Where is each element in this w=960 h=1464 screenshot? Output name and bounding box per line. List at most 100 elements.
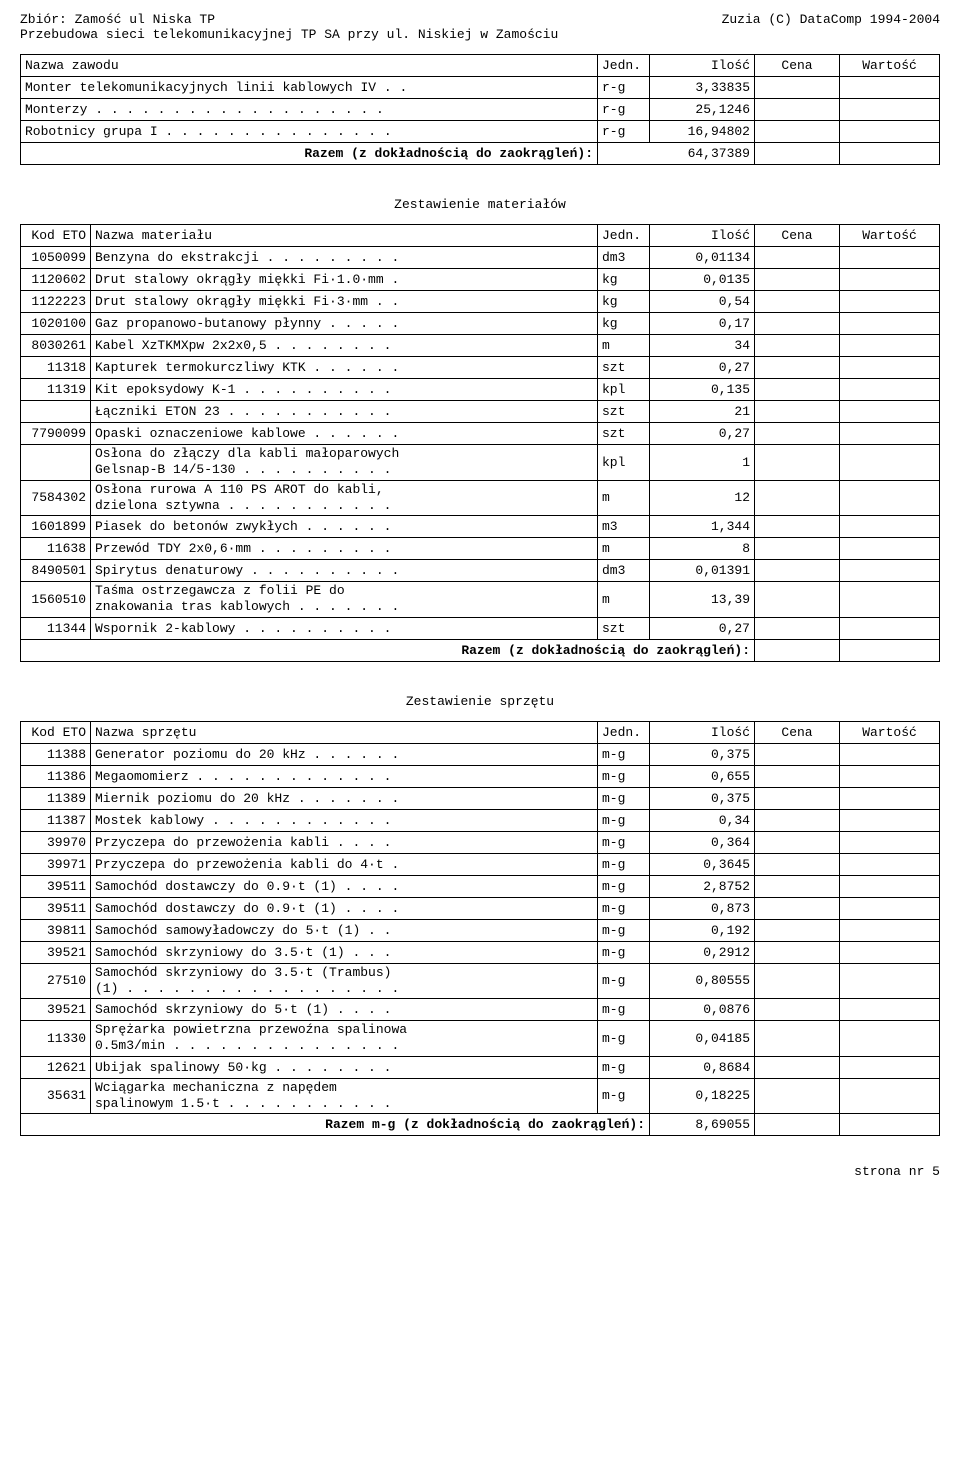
cell-unit: m-g [598,1056,650,1078]
cell-val [840,560,940,582]
cell-price [755,875,840,897]
cell-val [840,269,940,291]
cell-name: Robotnicy grupa I . . . . . . . . . . . … [21,121,598,143]
cell-price [755,335,840,357]
sum-label: Razem (z dokładnością do zaokrągleń): [21,143,598,165]
cell-price [755,77,840,99]
cell-qty: 0,04185 [650,1021,755,1057]
cell-price [755,480,840,516]
cell-name: Opaski oznaczeniowe kablowe . . . . . . [91,423,598,445]
cell-val [840,247,940,269]
cell-price [755,919,840,941]
cell-qty: 12 [650,480,755,516]
cell-val [840,480,940,516]
cell-price [755,269,840,291]
cell-code: 35631 [21,1078,91,1114]
table-header-row: Kod ETO Nazwa sprzętu Jedn. Ilość Cena W… [21,721,940,743]
cell-qty: 0,34 [650,809,755,831]
table-row: 12621Ubijak spalinowy 50·kg . . . . . . … [21,1056,940,1078]
cell-qty: 0,0135 [650,269,755,291]
col-name: Nazwa sprzętu [91,721,598,743]
cell-name: Taśma ostrzegawcza z folii PE doznakowan… [91,582,598,618]
cell-name: Gaz propanowo-butanowy płynny . . . . . [91,313,598,335]
table-row: 39521Samochód skrzyniowy do 5·t (1) . . … [21,999,940,1021]
table-row: 39511Samochód dostawczy do 0.9·t (1) . .… [21,897,940,919]
cell-code: 39521 [21,999,91,1021]
cell-unit: szt [598,423,650,445]
cell-code: 39971 [21,853,91,875]
cell-price [755,787,840,809]
cell-price [755,1078,840,1114]
cell-unit: m-g [598,787,650,809]
col-val: Wartość [840,721,940,743]
cell-unit: m [598,480,650,516]
header-left: Zbiór: Zamość ul Niska TP [20,12,215,27]
col-name: Nazwa zawodu [21,55,598,77]
cell-val [840,99,940,121]
materials-table: Kod ETO Nazwa materiału Jedn. Ilość Cena… [20,224,940,662]
cell-name: Sprężarka powietrzna przewoźna spalinowa… [91,1021,598,1057]
sum-empty [755,639,840,661]
table-row: 11319Kit epoksydowy K-1 . . . . . . . . … [21,379,940,401]
cell-name: Łączniki ETON 23 . . . . . . . . . . . [91,401,598,423]
table-row: 7584302Osłona rurowa A 110 PS AROT do ka… [21,480,940,516]
materials-title: Zestawienie materiałów [20,197,940,212]
col-qty: Ilość [650,55,755,77]
cell-name: Samochód dostawczy do 0.9·t (1) . . . . [91,875,598,897]
col-price: Cena [755,55,840,77]
sum-empty [755,1114,840,1136]
sum-empty [840,1114,940,1136]
cell-price [755,423,840,445]
cell-price [755,560,840,582]
cell-name: Drut stalowy okrągły miękki Fi·3·mm . . [91,291,598,313]
cell-qty: 0,192 [650,919,755,941]
cell-val [840,919,940,941]
sum-label: Razem m-g (z dokładnością do zaokrągleń)… [21,1114,650,1136]
cell-val [840,941,940,963]
table-row: 11387Mostek kablowy . . . . . . . . . . … [21,809,940,831]
cell-code: 39811 [21,919,91,941]
col-code: Kod ETO [21,225,91,247]
table-row: Osłona do złączy dla kabli małoparowychG… [21,445,940,481]
table-row: 8490501Spirytus denaturowy . . . . . . .… [21,560,940,582]
cell-qty: 0,135 [650,379,755,401]
cell-price [755,401,840,423]
cell-qty: 0,01391 [650,560,755,582]
cell-code: 12621 [21,1056,91,1078]
cell-qty: 1,344 [650,516,755,538]
cell-code: 11330 [21,1021,91,1057]
cell-name: Kit epoksydowy K-1 . . . . . . . . . . [91,379,598,401]
cell-code: 11388 [21,743,91,765]
table-row: 27510Samochód skrzyniowy do 3.5·t (Tramb… [21,963,940,999]
cell-val [840,787,940,809]
cell-price [755,897,840,919]
cell-qty: 34 [650,335,755,357]
cell-price [755,291,840,313]
cell-name: Przyczepa do przewożenia kabli do 4·t . [91,853,598,875]
cell-qty: 0,3645 [650,853,755,875]
cell-qty: 16,94802 [650,121,755,143]
cell-name: Wspornik 2-kablowy . . . . . . . . . . [91,617,598,639]
cell-price [755,121,840,143]
cell-qty: 0,27 [650,617,755,639]
cell-unit: m-g [598,941,650,963]
cell-price [755,516,840,538]
cell-unit: m [598,538,650,560]
cell-name: Piasek do betonów zwykłych . . . . . . [91,516,598,538]
table-row: 39511Samochód dostawczy do 0.9·t (1) . .… [21,875,940,897]
cell-unit: szt [598,617,650,639]
cell-code: 11389 [21,787,91,809]
cell-qty: 25,1246 [650,99,755,121]
sum-label: Razem (z dokładnością do zaokrągleń): [21,639,755,661]
equipment-title: Zestawienie sprzętu [20,694,940,709]
cell-val [840,809,940,831]
cell-qty: 0,2912 [650,941,755,963]
table-row: 1601899Piasek do betonów zwykłych . . . … [21,516,940,538]
cell-name: Samochód skrzyniowy do 3.5·t (Trambus)(1… [91,963,598,999]
cell-qty: 2,8752 [650,875,755,897]
cell-price [755,963,840,999]
col-code: Kod ETO [21,721,91,743]
cell-qty: 8 [650,538,755,560]
cell-unit: m-g [598,919,650,941]
cell-price [755,379,840,401]
